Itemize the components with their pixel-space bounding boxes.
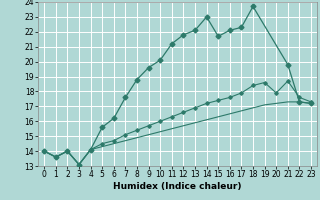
X-axis label: Humidex (Indice chaleur): Humidex (Indice chaleur) xyxy=(113,182,242,191)
